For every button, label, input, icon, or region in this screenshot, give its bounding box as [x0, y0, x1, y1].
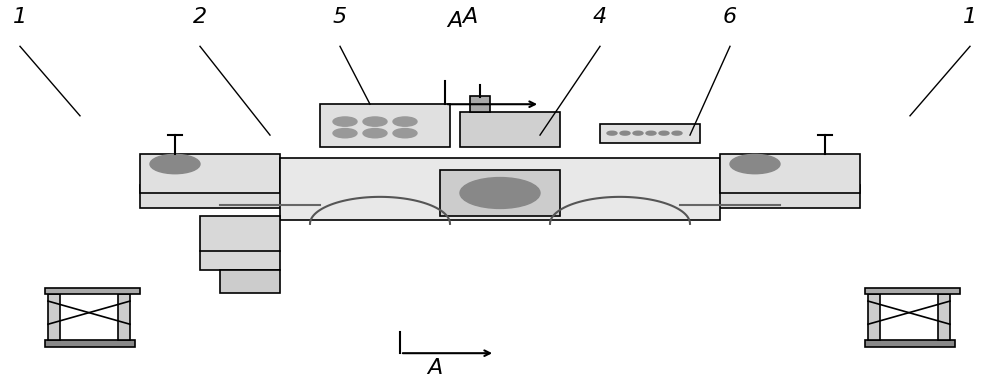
- Text: A: A: [427, 358, 443, 378]
- Circle shape: [659, 131, 669, 135]
- Bar: [45, 288, 140, 294]
- Circle shape: [620, 131, 630, 135]
- Text: 1: 1: [13, 7, 27, 27]
- Circle shape: [633, 131, 643, 135]
- Circle shape: [393, 129, 417, 138]
- Bar: [45, 340, 135, 347]
- Text: 6: 6: [723, 7, 737, 27]
- Bar: [320, 104, 450, 147]
- Circle shape: [646, 131, 656, 135]
- Text: 2: 2: [193, 7, 207, 27]
- Circle shape: [363, 117, 387, 126]
- Bar: [865, 340, 955, 347]
- Bar: [938, 294, 950, 340]
- Bar: [868, 294, 880, 340]
- Bar: [470, 96, 490, 112]
- Circle shape: [363, 129, 387, 138]
- Circle shape: [730, 154, 780, 174]
- Circle shape: [460, 178, 540, 208]
- Circle shape: [150, 154, 200, 174]
- Text: 1: 1: [963, 7, 977, 27]
- Bar: [200, 216, 280, 270]
- Text: 5: 5: [333, 7, 347, 27]
- Bar: [865, 288, 960, 294]
- Bar: [140, 185, 860, 208]
- Bar: [220, 270, 280, 293]
- Circle shape: [333, 117, 357, 126]
- Bar: [600, 124, 700, 143]
- Bar: [440, 170, 560, 216]
- Text: A: A: [447, 11, 463, 31]
- Bar: [48, 294, 60, 340]
- Bar: [118, 294, 130, 340]
- Text: 4: 4: [593, 7, 607, 27]
- Circle shape: [333, 129, 357, 138]
- Bar: [720, 154, 860, 193]
- Text: A: A: [462, 7, 478, 27]
- Circle shape: [672, 131, 682, 135]
- Bar: [280, 158, 720, 220]
- Bar: [140, 154, 280, 193]
- Circle shape: [393, 117, 417, 126]
- Bar: [460, 112, 560, 147]
- Circle shape: [607, 131, 617, 135]
